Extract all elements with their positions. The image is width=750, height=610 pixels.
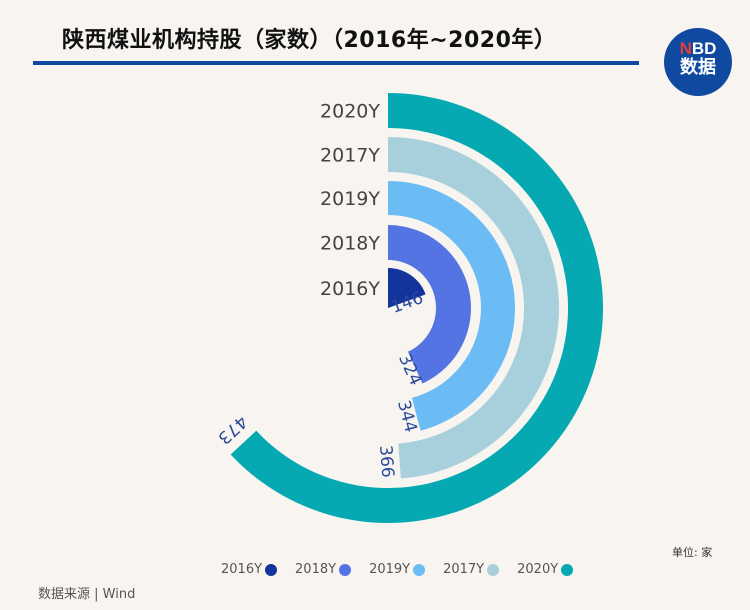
legend-item[interactable]: 2017Y xyxy=(443,562,500,577)
legend-item[interactable]: 2019Y xyxy=(369,562,426,577)
title-underline xyxy=(33,61,639,65)
bar-2019Y xyxy=(388,181,515,431)
category-label: 2019Y xyxy=(320,188,380,210)
legend-swatch xyxy=(265,563,278,576)
nbd-logo: NBD 数据 xyxy=(664,28,732,96)
bar-2018Y xyxy=(388,225,471,384)
legend-item[interactable]: 2018Y xyxy=(295,562,352,577)
legend: 2016Y 2018Y 2019Y 2017Y 2020Y xyxy=(221,562,574,577)
source-note: 数据来源 | Wind xyxy=(38,587,136,602)
legend-swatch xyxy=(339,563,352,576)
legend-label: 2016Y xyxy=(221,562,263,577)
legend-swatch xyxy=(561,563,574,576)
legend-item[interactable]: 2020Y xyxy=(517,562,574,577)
category-label: 2016Y xyxy=(320,278,380,300)
chart-title: 陕西煤业机构持股（家数）（2016年~2020年） xyxy=(62,28,557,53)
bar-2016Y xyxy=(388,268,426,308)
legend-label: 2017Y xyxy=(443,562,485,577)
category-label: 2020Y xyxy=(320,101,380,123)
legend-item[interactable]: 2016Y xyxy=(221,562,278,577)
legend-label: 2020Y xyxy=(517,562,559,577)
bar-2017Y xyxy=(388,137,559,479)
legend-swatch xyxy=(487,563,500,576)
bar-2020Y xyxy=(230,93,603,523)
category-label: 2018Y xyxy=(320,233,380,255)
legend-label: 2019Y xyxy=(369,562,411,577)
unit-label: 单位: 家 xyxy=(672,546,713,559)
value-label: 366 xyxy=(375,445,397,479)
legend-label: 2018Y xyxy=(295,562,337,577)
category-label: 2017Y xyxy=(320,145,380,167)
legend-swatch xyxy=(413,563,426,576)
